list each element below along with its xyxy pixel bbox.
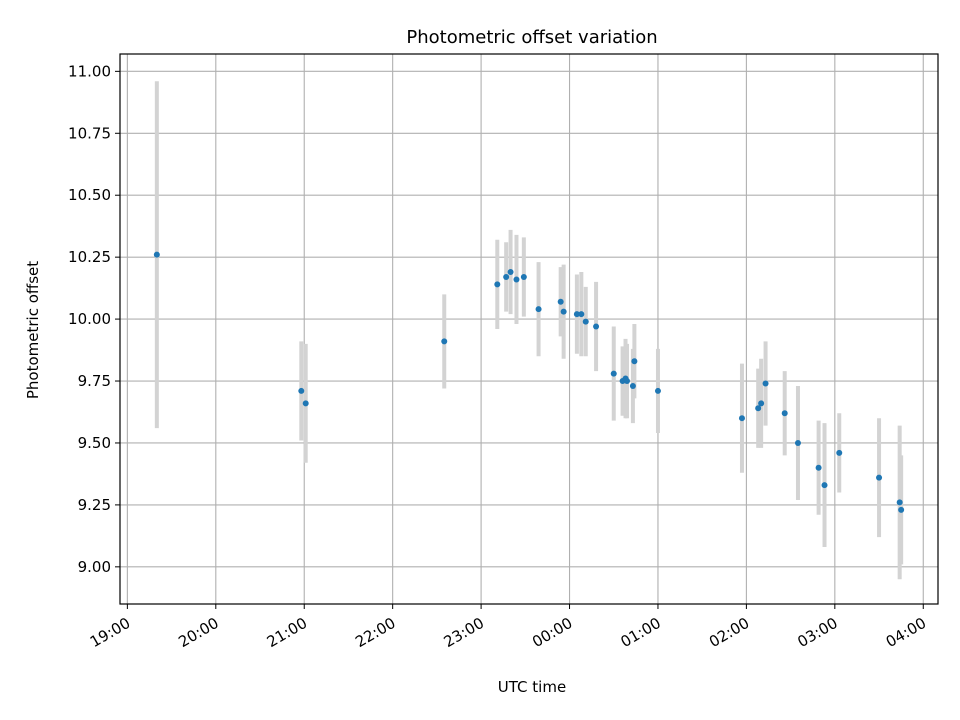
data-point [557,298,564,305]
grid [120,54,938,604]
data-point [654,387,661,394]
data-point [631,358,638,365]
data-point [896,499,903,506]
data-point [503,273,510,280]
data-point [738,415,745,422]
data-point [794,439,801,446]
y-tick-label: 9.25 [78,496,111,514]
y-tick-label: 9.00 [78,558,111,576]
data-point [758,400,765,407]
data-point [815,464,822,471]
data-point [762,380,769,387]
data-point [876,474,883,481]
data-point [302,400,309,407]
data-point [593,323,600,330]
data-point [781,410,788,417]
data-point [507,269,514,276]
data-point [298,387,305,394]
y-tick-label: 11.00 [68,62,111,80]
data-point [836,449,843,456]
y-tick-label: 10.50 [68,186,111,204]
x-axis-label: UTC time [498,678,566,696]
y-tick-label: 10.25 [68,248,111,266]
plot-frame [119,53,939,605]
data-point [560,308,567,315]
y-tick-label: 10.75 [68,124,111,142]
data-point [535,306,542,313]
data-point [821,482,828,489]
data-point [629,382,636,389]
y-axis-ticks: 9.00 9.25 9.50 9.75 10.00 10.25 10.50 10.75 11.0… [68,62,120,576]
data-point [573,311,580,318]
data-point [624,378,631,385]
data-point [578,311,585,318]
data-point [513,276,520,283]
data-point [582,318,589,325]
y-tick-label: 10.00 [68,310,111,328]
y-axis-label: Photometric offset [24,261,42,399]
data-point [153,251,160,258]
chart-title: Photometric offset variation [406,27,657,48]
data-point [520,273,527,280]
y-tick-label: 9.50 [78,434,111,452]
data-point [494,281,501,288]
y-tick-label: 9.75 [78,372,111,390]
data-point [610,370,617,377]
data-point [898,506,905,513]
data-points [153,251,905,513]
data-point [441,338,448,345]
data-point [755,405,762,412]
